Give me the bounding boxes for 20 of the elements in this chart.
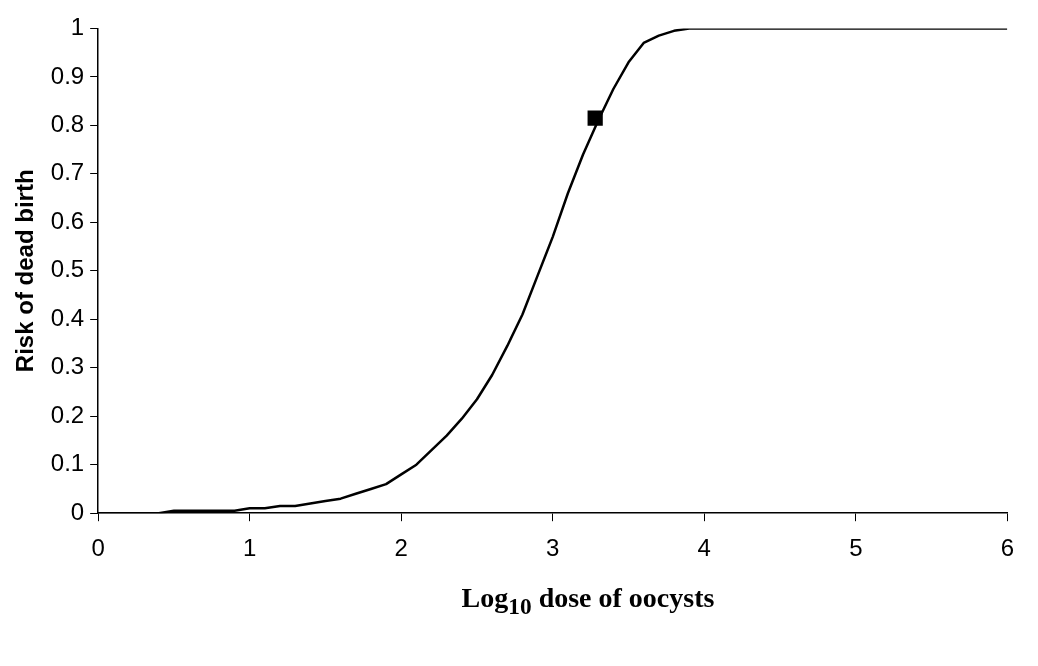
- y-tick-label: 0.8: [50, 109, 85, 137]
- x-tick-label: 3: [546, 534, 560, 562]
- y-tick-label: 0.3: [50, 352, 85, 380]
- x-axis-title: Log$_{10}$ dose of oocysts: [460, 582, 716, 620]
- x-tick-label: 6: [1000, 534, 1015, 562]
- y-axis-title: Risk of dead birth: [11, 169, 39, 373]
- y-tick-label: 0.9: [50, 61, 85, 89]
- y-tick-label: 0.4: [50, 303, 85, 331]
- y-tick-label: 0.2: [50, 400, 85, 428]
- x-tick-label: 1: [243, 534, 257, 562]
- y-tick-label: 0.5: [50, 255, 85, 283]
- x-tick-label: 5: [849, 534, 863, 562]
- y-tick-label: 1: [70, 13, 85, 41]
- y-tick-label: 0.7: [50, 158, 85, 186]
- y-tick-label: 0: [70, 497, 85, 525]
- y-tick-label: 0.1: [50, 449, 85, 477]
- y-tick-label: 0.6: [50, 206, 85, 234]
- x-tick-label: 4: [697, 534, 711, 562]
- x-tick-label: 2: [394, 534, 408, 562]
- x-tick-label: 0: [91, 534, 105, 562]
